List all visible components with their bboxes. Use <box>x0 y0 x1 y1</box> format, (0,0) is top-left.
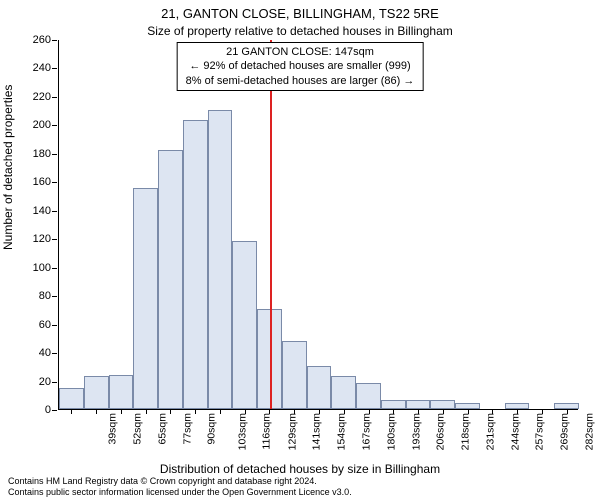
x-tick <box>146 409 147 414</box>
y-tick-label: 100 <box>33 262 51 274</box>
histogram-bar <box>356 383 381 409</box>
x-tick-label: 167sqm <box>360 413 372 450</box>
x-tick-label: 231sqm <box>484 413 496 450</box>
x-tick-label: 52sqm <box>132 413 144 445</box>
x-tick <box>220 409 221 414</box>
x-tick-label: 282sqm <box>583 413 595 450</box>
annotation-line: ← 92% of detached houses are smaller (99… <box>186 59 415 73</box>
chart-title: 21, GANTON CLOSE, BILLINGHAM, TS22 5RE <box>0 6 600 21</box>
x-tick <box>195 409 196 414</box>
y-tick-label: 40 <box>39 347 51 359</box>
annotation-line: 21 GANTON CLOSE: 147sqm <box>186 45 415 59</box>
x-tick-label: 193sqm <box>410 413 422 450</box>
y-tick-label: 120 <box>33 233 51 245</box>
histogram-bar <box>331 376 356 409</box>
y-tick <box>52 40 57 41</box>
y-tick-label: 180 <box>33 148 51 160</box>
histogram-bar <box>406 400 431 409</box>
histogram-bar <box>232 241 257 409</box>
x-tick <box>369 409 370 414</box>
y-tick-label: 260 <box>33 34 51 46</box>
y-tick <box>52 68 57 69</box>
y-tick <box>52 239 57 240</box>
x-tick-label: 269sqm <box>558 413 570 450</box>
y-tick <box>52 353 57 354</box>
x-tick <box>443 409 444 414</box>
reference-line <box>270 40 272 409</box>
x-tick-label: 257sqm <box>534 413 546 450</box>
x-tick <box>121 409 122 414</box>
histogram-bar <box>183 120 208 409</box>
x-tick <box>418 409 419 414</box>
x-tick-label: 180sqm <box>385 413 397 450</box>
x-tick <box>269 409 270 414</box>
plot-area: 02040608010012014016018020022024026039sq… <box>58 40 578 410</box>
x-tick-label: 103sqm <box>237 413 249 450</box>
histogram-bar <box>307 366 332 409</box>
y-tick-label: 220 <box>33 91 51 103</box>
x-tick <box>71 409 72 414</box>
histogram-bar <box>59 388 84 409</box>
y-tick <box>52 268 57 269</box>
x-tick-label: 244sqm <box>509 413 521 450</box>
x-tick-label: 90sqm <box>206 413 218 445</box>
chart-subtitle: Size of property relative to detached ho… <box>0 24 600 38</box>
x-tick <box>319 409 320 414</box>
annotation-box: 21 GANTON CLOSE: 147sqm ← 92% of detache… <box>177 42 424 91</box>
annotation-line: 8% of semi-detached houses are larger (8… <box>186 74 415 88</box>
x-tick-label: 116sqm <box>261 413 273 450</box>
y-tick <box>52 296 57 297</box>
y-tick-label: 160 <box>33 176 51 188</box>
histogram-bar <box>84 376 109 409</box>
y-tick-label: 140 <box>33 205 51 217</box>
x-tick-label: 129sqm <box>286 413 298 450</box>
histogram-bar <box>109 375 134 409</box>
footnote: Contains HM Land Registry data © Crown c… <box>8 476 352 498</box>
histogram-bar <box>430 400 455 409</box>
y-tick <box>52 325 57 326</box>
footnote-line: Contains public sector information licen… <box>8 487 352 498</box>
x-tick <box>492 409 493 414</box>
x-tick-label: 141sqm <box>311 413 323 450</box>
y-tick <box>52 125 57 126</box>
x-tick <box>96 409 97 414</box>
y-tick <box>52 182 57 183</box>
x-axis-title: Distribution of detached houses by size … <box>0 462 600 476</box>
y-tick <box>52 410 57 411</box>
y-tick <box>52 382 57 383</box>
histogram-bar <box>381 400 406 409</box>
histogram-bar <box>158 150 183 409</box>
x-tick <box>567 409 568 414</box>
x-tick-label: 218sqm <box>459 413 471 450</box>
x-tick-label: 154sqm <box>336 413 348 450</box>
x-tick <box>344 409 345 414</box>
x-tick-label: 39sqm <box>107 413 119 445</box>
y-tick-label: 0 <box>45 404 51 416</box>
x-tick-label: 65sqm <box>156 413 168 445</box>
x-tick <box>517 409 518 414</box>
x-tick <box>170 409 171 414</box>
histogram-bar <box>282 341 307 409</box>
x-tick <box>245 409 246 414</box>
y-tick-label: 60 <box>39 319 51 331</box>
y-tick <box>52 154 57 155</box>
x-tick-label: 77sqm <box>181 413 193 445</box>
y-tick-label: 20 <box>39 376 51 388</box>
x-tick-label: 206sqm <box>435 413 447 450</box>
x-tick <box>542 409 543 414</box>
y-axis-title: Number of detached properties <box>1 85 15 250</box>
x-tick <box>393 409 394 414</box>
histogram-bar <box>133 188 158 409</box>
footnote-line: Contains HM Land Registry data © Crown c… <box>8 476 352 487</box>
x-tick <box>468 409 469 414</box>
y-tick-label: 200 <box>33 119 51 131</box>
y-tick-label: 80 <box>39 290 51 302</box>
chart-container: 21, GANTON CLOSE, BILLINGHAM, TS22 5RE S… <box>0 0 600 500</box>
histogram-bar <box>208 110 233 409</box>
y-tick-label: 240 <box>33 62 51 74</box>
y-tick <box>52 97 57 98</box>
x-tick <box>294 409 295 414</box>
y-tick <box>52 211 57 212</box>
